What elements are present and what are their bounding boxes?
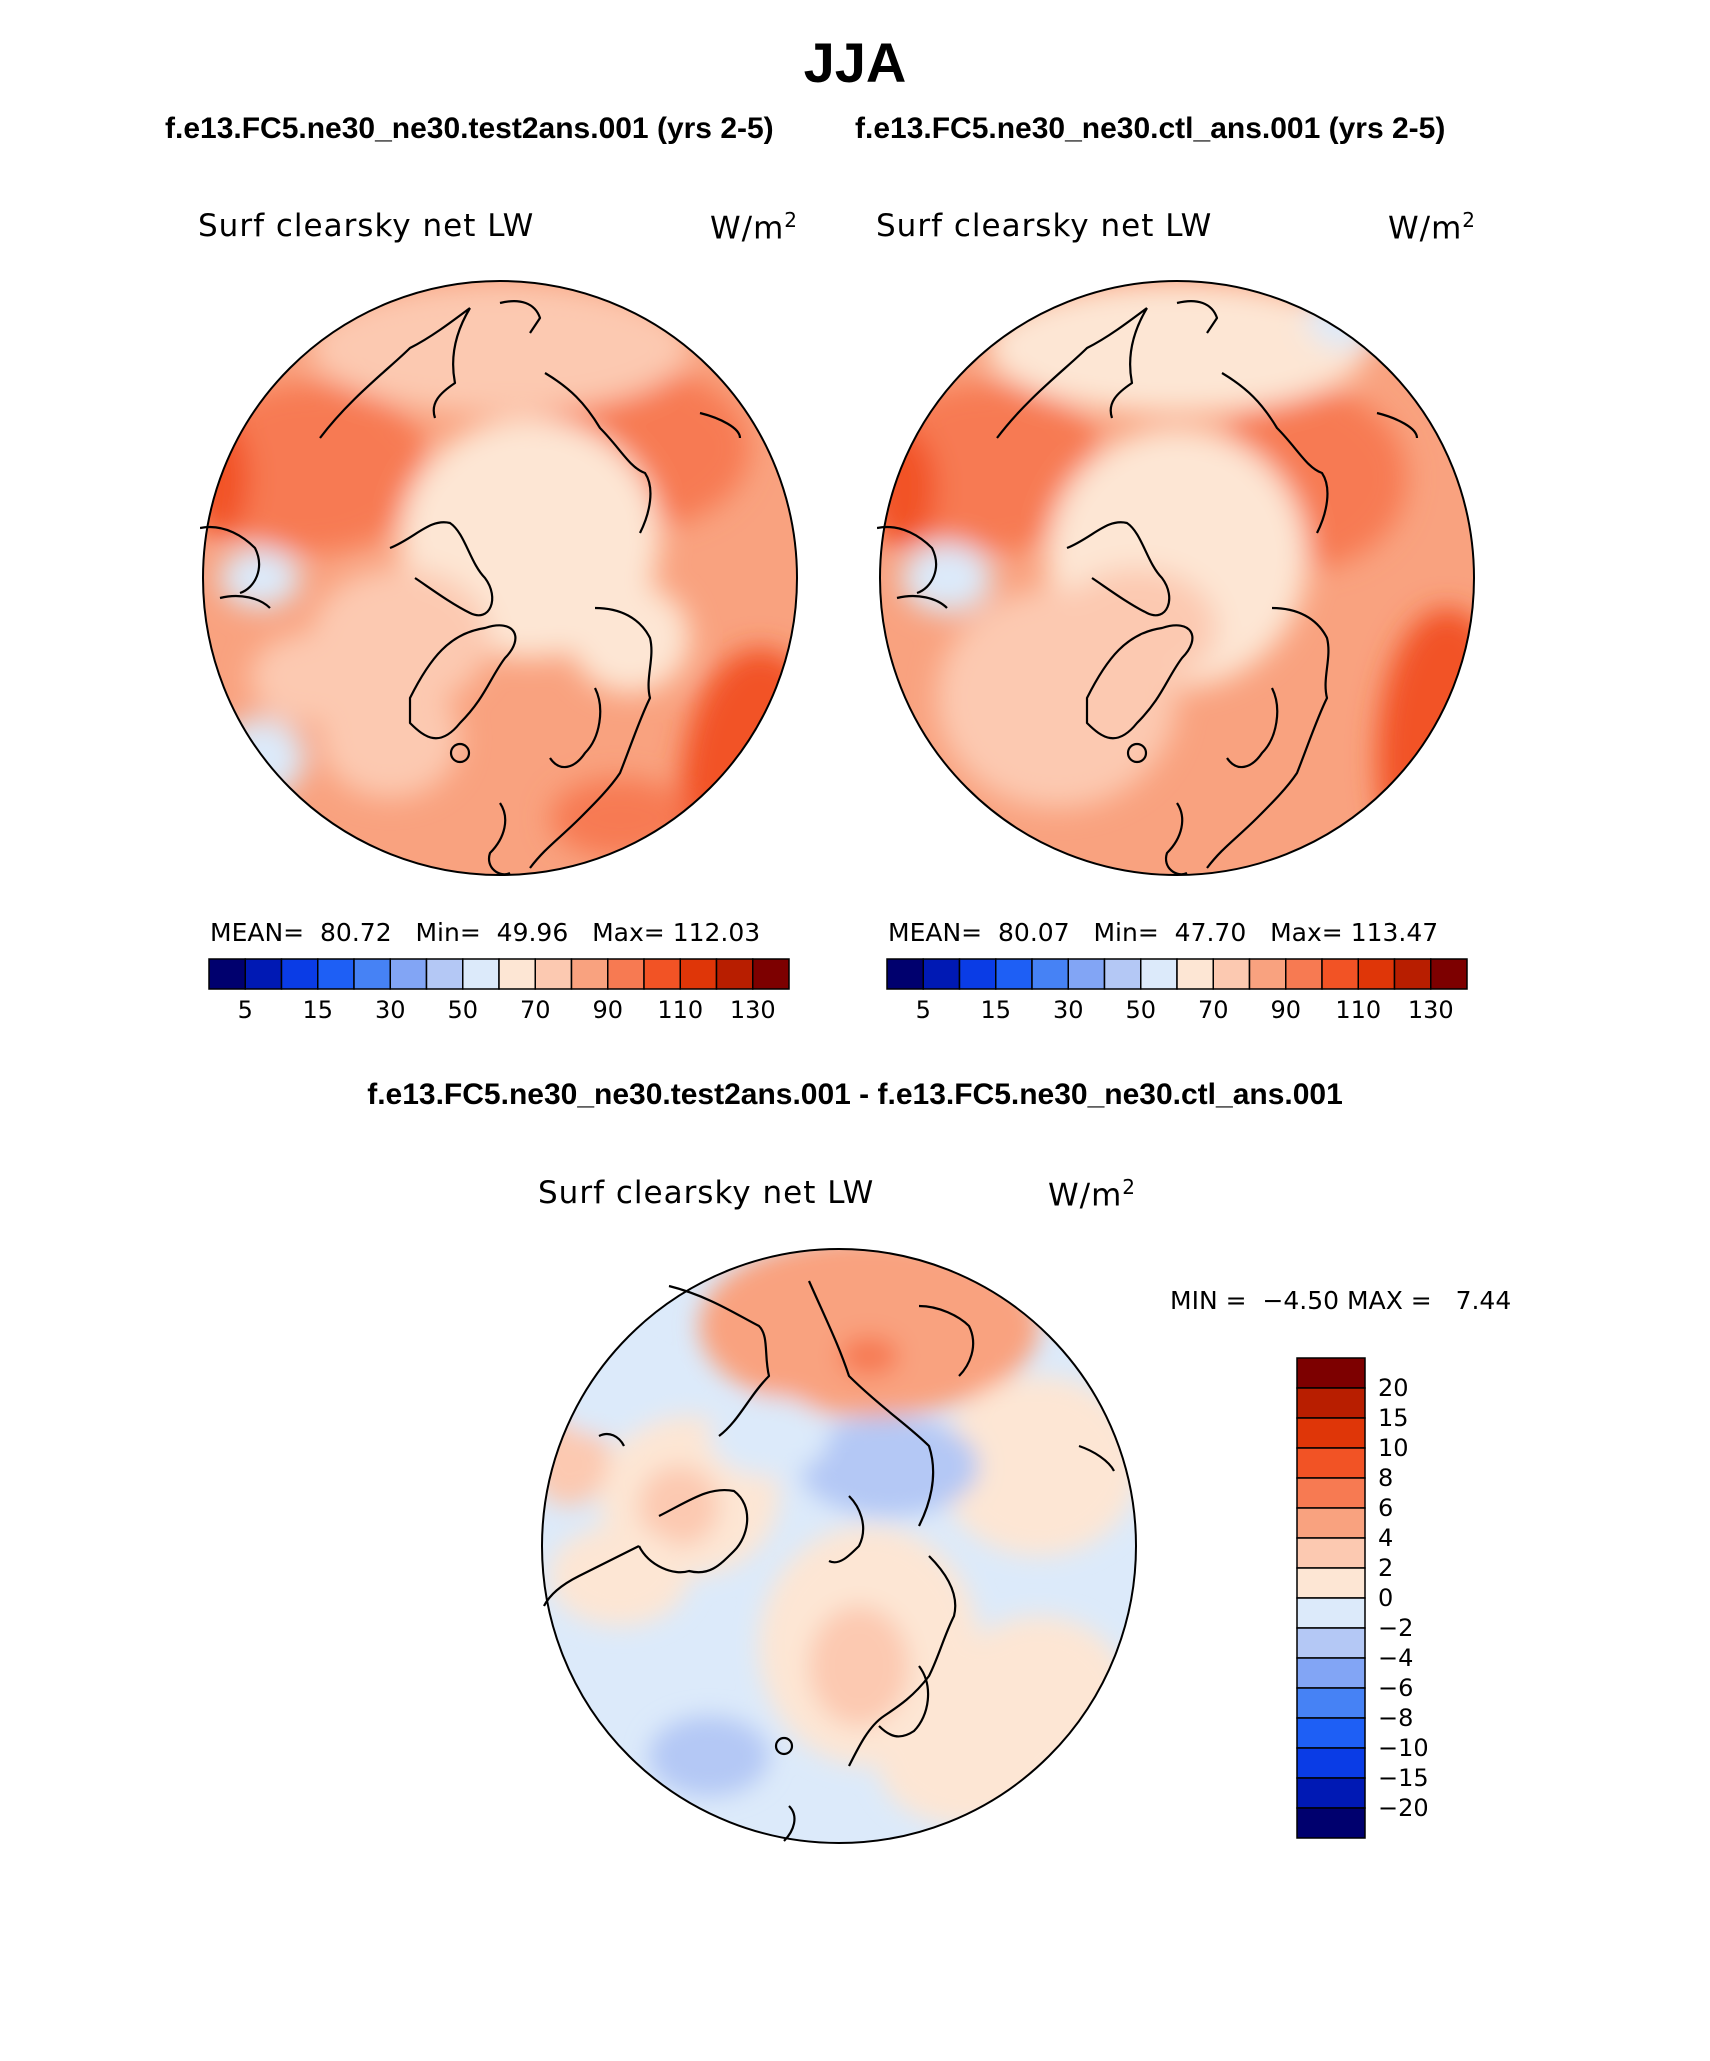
colorbar-swatch xyxy=(958,958,997,990)
colorbar-tick-label: 130 xyxy=(729,996,776,1024)
colorbar-swatch xyxy=(498,958,536,990)
colorbar-tick-label: 110 xyxy=(1335,996,1382,1024)
colorbar-tick-label: 130 xyxy=(1407,996,1454,1024)
colorbar-swatch xyxy=(1296,1477,1366,1509)
colorbar-swatch xyxy=(1031,958,1069,990)
colorbar-tick-label: 110 xyxy=(657,996,704,1024)
diff-colorbar xyxy=(1296,1357,1366,1839)
colorbar-tick-label: −4 xyxy=(1378,1644,1414,1672)
colorbar-swatch xyxy=(1212,958,1251,990)
diff-polar-map xyxy=(541,1248,1137,1844)
colorbar-swatch xyxy=(317,958,355,990)
ctl-variable-label: Surf clearsky net LW xyxy=(876,208,1213,244)
colorbar-swatch xyxy=(1296,1717,1366,1749)
right-case-title: f.e13.FC5.ne30_ne30.ctl_ans.001 (yrs 2-5… xyxy=(855,112,1446,145)
colorbar-swatch xyxy=(995,958,1033,990)
left-case-title: f.e13.FC5.ne30_ne30.test2ans.001 (yrs 2-… xyxy=(165,112,774,145)
colorbar-tick-label: 70 xyxy=(1197,996,1229,1024)
diff-title: f.e13.FC5.ne30_ne30.test2ans.001 - f.e13… xyxy=(367,1078,1343,1111)
colorbar-swatch xyxy=(1321,958,1359,990)
diff-variable-label: Surf clearsky net LW xyxy=(538,1175,875,1211)
colorbar-swatch xyxy=(1296,1687,1366,1719)
colorbar-swatch xyxy=(389,958,428,990)
colorbar-swatch xyxy=(244,958,283,990)
colorbar-tick-label: 8 xyxy=(1378,1464,1394,1492)
colorbar-swatch xyxy=(1296,1387,1366,1419)
colorbar-swatch xyxy=(1296,1567,1366,1599)
colorbar-swatch xyxy=(1296,1507,1366,1539)
ctl-polar-map xyxy=(877,280,1475,876)
colorbar-swatch xyxy=(1285,958,1323,990)
colorbar-swatch xyxy=(886,958,924,990)
colorbar-tick-label: 50 xyxy=(447,996,479,1024)
colorbar-swatch xyxy=(1296,1627,1366,1659)
colorbar-swatch xyxy=(570,958,609,990)
colorbar-tick-label: 90 xyxy=(592,996,624,1024)
colorbar-swatch xyxy=(1296,1537,1366,1569)
colorbar-tick-label: 15 xyxy=(302,996,334,1024)
colorbar-tick-label: 50 xyxy=(1125,996,1157,1024)
colorbar-tick-label: 5 xyxy=(915,996,931,1024)
colorbar-tick-label: −20 xyxy=(1378,1794,1429,1822)
colorbar-swatch xyxy=(1296,1357,1366,1389)
colorbar-swatch xyxy=(1296,1597,1366,1629)
colorbar-tick-label: 70 xyxy=(519,996,551,1024)
colorbar-tick-label: −15 xyxy=(1378,1764,1429,1792)
test-stats: MEAN= 80.72 Min= 49.96 Max= 112.03 xyxy=(210,918,761,947)
test-units-label: W/m2 xyxy=(710,208,799,247)
colorbar-tick-label: 30 xyxy=(374,996,406,1024)
colorbar-tick-label: −8 xyxy=(1378,1704,1414,1732)
colorbar-swatch xyxy=(1067,958,1106,990)
colorbar-swatch xyxy=(1140,958,1178,990)
colorbar-swatch xyxy=(607,958,645,990)
colorbar-swatch xyxy=(922,958,961,990)
colorbar-swatch xyxy=(752,958,790,990)
ctl-units-label: W/m2 xyxy=(1388,208,1477,247)
test-variable-label: Surf clearsky net LW xyxy=(198,208,535,244)
colorbar-tick-label: −6 xyxy=(1378,1674,1414,1702)
colorbar-swatch xyxy=(1296,1447,1366,1479)
test-colorbar xyxy=(208,958,790,990)
colorbar-swatch xyxy=(1103,958,1142,990)
diff-units-label: W/m2 xyxy=(1048,1175,1137,1214)
colorbar-tick-label: 5 xyxy=(237,996,253,1024)
colorbar-tick-label: 15 xyxy=(1378,1404,1409,1432)
ctl-colorbar xyxy=(886,958,1468,990)
colorbar-swatch xyxy=(208,958,246,990)
colorbar-tick-label: 30 xyxy=(1052,996,1084,1024)
colorbar-tick-label: 90 xyxy=(1270,996,1302,1024)
page-title: JJA xyxy=(803,31,907,94)
ctl-stats: MEAN= 80.07 Min= 47.70 Max= 113.47 xyxy=(888,918,1439,947)
colorbar-swatch xyxy=(1357,958,1396,990)
colorbar-swatch xyxy=(1296,1417,1366,1449)
diff-stats: MIN = −4.50 MAX = 7.44 xyxy=(1170,1286,1512,1315)
colorbar-swatch xyxy=(1393,958,1432,990)
colorbar-swatch xyxy=(280,958,319,990)
colorbar-swatch xyxy=(1296,1807,1366,1839)
colorbar-swatch xyxy=(1296,1657,1366,1689)
colorbar-swatch xyxy=(1296,1747,1366,1779)
colorbar-tick-label: 6 xyxy=(1378,1494,1394,1522)
colorbar-swatch xyxy=(1248,958,1287,990)
colorbar-swatch xyxy=(1430,958,1468,990)
colorbar-swatch xyxy=(462,958,500,990)
colorbar-tick-label: 20 xyxy=(1378,1374,1409,1402)
colorbar-tick-label: 4 xyxy=(1378,1524,1394,1552)
colorbar-swatch xyxy=(715,958,754,990)
colorbar-tick-label: 10 xyxy=(1378,1434,1409,1462)
colorbar-swatch xyxy=(1296,1777,1366,1809)
colorbar-tick-label: 0 xyxy=(1378,1584,1394,1612)
colorbar-swatch xyxy=(425,958,464,990)
colorbar-swatch xyxy=(1176,958,1214,990)
colorbar-tick-label: −2 xyxy=(1378,1614,1414,1642)
colorbar-tick-label: 15 xyxy=(980,996,1012,1024)
colorbar-swatch xyxy=(643,958,681,990)
colorbar-swatch xyxy=(679,958,718,990)
colorbar-swatch xyxy=(353,958,391,990)
test-polar-map xyxy=(200,280,798,876)
colorbar-swatch xyxy=(534,958,573,990)
colorbar-tick-label: 2 xyxy=(1378,1554,1394,1582)
colorbar-tick-label: −10 xyxy=(1378,1734,1429,1762)
